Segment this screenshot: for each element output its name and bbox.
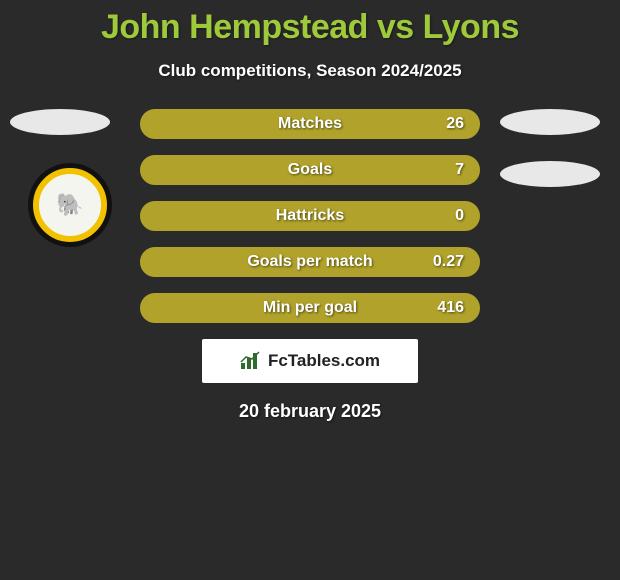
stat-label: Min per goal (263, 299, 357, 317)
left-player-badge-placeholder (10, 109, 110, 135)
club-crest: 🐘 (28, 163, 112, 247)
page-subtitle: Club competitions, Season 2024/2025 (0, 61, 620, 81)
right-player-badge-placeholder-2 (500, 161, 600, 187)
stat-label: Hattricks (276, 207, 344, 225)
stat-row-matches: Matches 26 (140, 109, 480, 139)
bar-chart-icon (240, 351, 262, 371)
stat-value: 7 (455, 161, 464, 179)
stat-label: Goals (288, 161, 332, 179)
content-area: 🐘 Matches 26 Goals 7 Hattricks 0 Goals p… (0, 109, 620, 422)
stat-row-goals: Goals 7 (140, 155, 480, 185)
stat-row-min-per-goal: Min per goal 416 (140, 293, 480, 323)
stat-row-goals-per-match: Goals per match 0.27 (140, 247, 480, 277)
page-title: John Hempstead vs Lyons (0, 0, 620, 47)
source-attribution-box: FcTables.com (202, 339, 418, 383)
stat-label: Goals per match (247, 253, 372, 271)
stat-value: 0 (455, 207, 464, 225)
elephant-icon: 🐘 (56, 194, 83, 216)
stat-value: 26 (446, 115, 464, 133)
stats-bars: Matches 26 Goals 7 Hattricks 0 Goals per… (140, 109, 480, 323)
snapshot-date: 20 february 2025 (0, 401, 620, 422)
stat-row-hattricks: Hattricks 0 (140, 201, 480, 231)
source-attribution-text: FcTables.com (268, 351, 380, 371)
stat-label: Matches (278, 115, 342, 133)
club-crest-ring: 🐘 (33, 168, 107, 242)
stat-value: 416 (437, 299, 464, 317)
stat-value: 0.27 (433, 253, 464, 271)
right-player-badge-placeholder-1 (500, 109, 600, 135)
